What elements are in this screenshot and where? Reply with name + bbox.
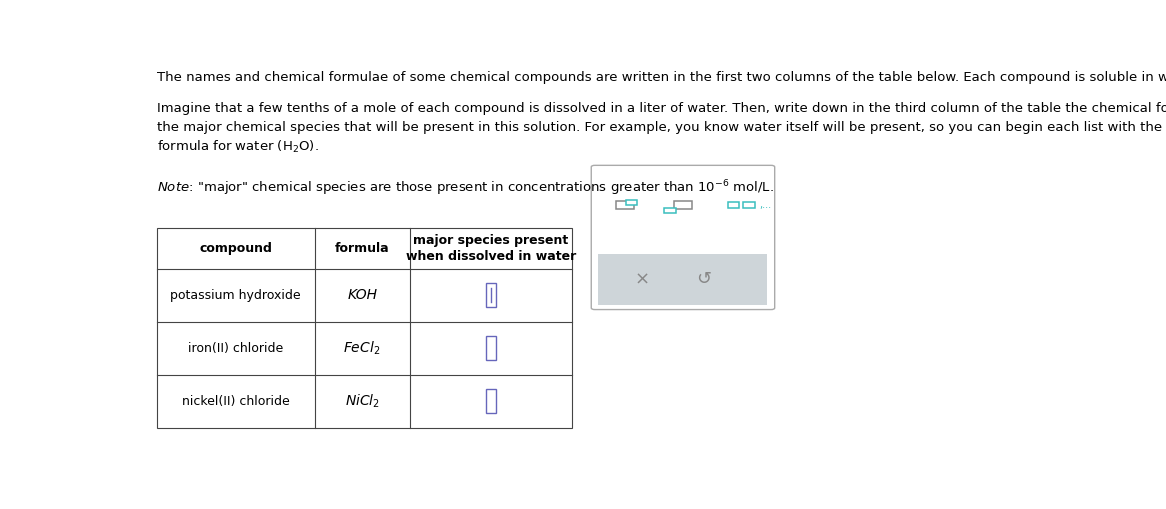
FancyBboxPatch shape (591, 165, 774, 309)
Text: nickel(II) chloride: nickel(II) chloride (182, 394, 289, 408)
Text: ↺: ↺ (696, 270, 711, 289)
Bar (728, 203, 739, 208)
Text: formula for water ($\mathregular{H_2O}$).: formula for water ($\mathregular{H_2O}$)… (156, 139, 318, 155)
Bar (663, 208, 676, 213)
Text: KOH: KOH (347, 288, 377, 302)
Text: $\it{Note}$: "major" chemical species are those present in concentrations greate: $\it{Note}$: "major" chemical species ar… (156, 179, 773, 199)
Bar (485, 336, 497, 360)
Text: The names and chemical formulae of some chemical compounds are written in the fi: The names and chemical formulae of some … (156, 71, 1166, 84)
Text: NiCl$_2$: NiCl$_2$ (345, 392, 380, 410)
Text: ,...: ,... (759, 200, 772, 210)
Text: FeCl$_2$: FeCl$_2$ (344, 340, 381, 357)
Text: major species present
when dissolved in water: major species present when dissolved in … (406, 234, 576, 263)
Text: potassium hydroxide: potassium hydroxide (170, 289, 301, 302)
Bar (485, 389, 497, 413)
Text: compound: compound (199, 242, 272, 254)
Bar (616, 201, 634, 209)
Text: iron(II) chloride: iron(II) chloride (188, 342, 283, 355)
Bar (674, 201, 691, 209)
Text: formula: formula (335, 242, 389, 254)
Bar (743, 203, 754, 208)
Bar (626, 200, 638, 205)
Bar (485, 283, 497, 307)
Text: ×: × (634, 270, 649, 289)
Text: Imagine that a few tenths of a mole of each compound is dissolved in a liter of : Imagine that a few tenths of a mole of e… (156, 102, 1166, 115)
Text: the major chemical species that will be present in this solution. For example, y: the major chemical species that will be … (156, 121, 1166, 134)
Bar (598, 254, 767, 305)
